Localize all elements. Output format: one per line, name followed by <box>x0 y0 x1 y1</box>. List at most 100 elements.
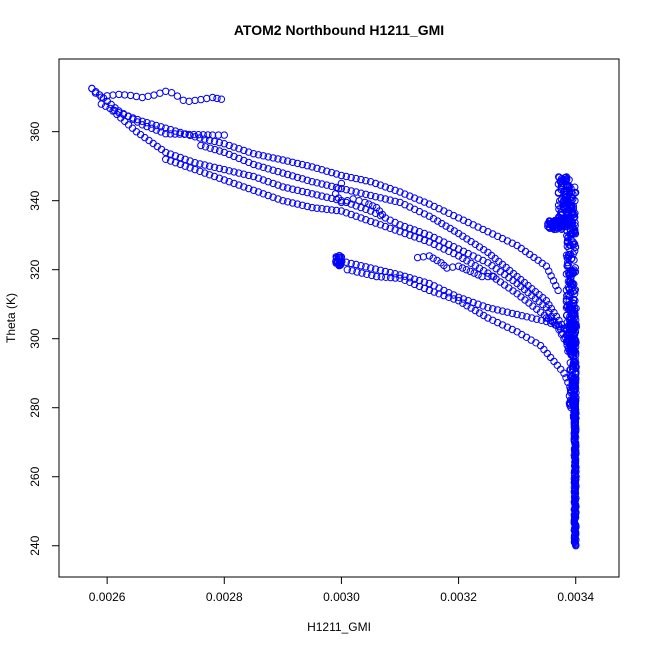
data-point <box>362 190 370 199</box>
data-point <box>391 226 399 234</box>
data-point <box>249 160 258 169</box>
data-point <box>430 240 438 249</box>
data-point <box>208 93 217 102</box>
data-point <box>191 159 199 167</box>
data-point <box>358 269 366 277</box>
data-point <box>570 474 578 483</box>
data-point <box>132 92 141 101</box>
data-point <box>215 147 224 155</box>
data-point <box>365 200 373 208</box>
data-point <box>259 176 267 184</box>
data-point <box>552 312 561 321</box>
data-point <box>566 278 574 286</box>
data-point <box>368 271 376 280</box>
data-point <box>298 160 307 169</box>
data-point <box>568 322 576 331</box>
data-point <box>454 262 463 270</box>
data-point <box>347 173 355 182</box>
data-point <box>471 306 479 315</box>
data-point <box>454 252 463 260</box>
data-point <box>343 266 351 274</box>
data-point <box>420 236 429 245</box>
data-point <box>298 175 307 183</box>
data-point <box>484 228 492 236</box>
data-point <box>571 422 580 430</box>
data-point <box>415 228 424 236</box>
data-point <box>406 278 414 286</box>
data-point <box>166 125 175 134</box>
data-point <box>566 226 575 235</box>
data-point <box>440 291 448 300</box>
data-point <box>220 165 229 174</box>
data-point <box>429 215 438 223</box>
data-point <box>542 317 551 326</box>
data-point <box>313 164 321 173</box>
data-point <box>230 179 238 188</box>
data-point <box>162 124 170 132</box>
data-point <box>148 120 156 128</box>
data-point <box>213 94 221 103</box>
data-point <box>205 162 214 170</box>
data-point <box>562 295 571 304</box>
data-point <box>381 222 390 231</box>
data-point <box>259 190 267 198</box>
data-point <box>102 102 110 110</box>
data-point <box>225 167 233 175</box>
data-point <box>274 167 282 176</box>
data-point <box>240 146 248 155</box>
data-point <box>196 167 204 176</box>
data-point <box>254 174 263 182</box>
data-point <box>288 158 297 167</box>
data-point <box>240 183 248 191</box>
data-point <box>391 197 399 206</box>
data-point <box>466 267 474 276</box>
data-point <box>245 184 253 193</box>
data-point <box>542 314 551 322</box>
data-point <box>377 273 385 281</box>
data-point <box>230 152 238 161</box>
data-point <box>191 133 199 141</box>
data-point <box>176 128 185 137</box>
data-point <box>433 256 441 265</box>
data-point <box>308 203 316 212</box>
y-tick-label: 360 <box>28 121 42 141</box>
data-point <box>467 259 475 267</box>
data-point <box>225 141 233 150</box>
data-point <box>459 247 468 256</box>
data-point <box>490 272 498 281</box>
data-point <box>565 325 574 333</box>
data-point <box>162 148 170 157</box>
data-point <box>318 180 326 188</box>
data-point <box>569 202 577 210</box>
data-point <box>347 187 355 195</box>
data-point <box>342 209 350 217</box>
data-point <box>381 195 390 203</box>
data-point <box>279 183 287 191</box>
data-point <box>484 272 492 281</box>
data-point <box>124 121 133 129</box>
data-point <box>249 186 258 195</box>
data-point <box>235 181 243 189</box>
data-point <box>361 198 369 207</box>
data-point <box>342 198 350 207</box>
data-point <box>376 181 385 189</box>
data-point <box>352 260 360 269</box>
data-point <box>391 186 399 195</box>
data-point <box>450 227 459 235</box>
data-point <box>313 204 321 212</box>
data-point <box>566 315 575 323</box>
data-point <box>220 131 229 139</box>
data-point <box>269 179 277 188</box>
data-point <box>438 219 446 228</box>
data-point <box>362 177 370 185</box>
data-point <box>566 366 574 374</box>
data-point <box>542 297 551 305</box>
data-point <box>201 135 209 143</box>
data-point <box>386 224 394 233</box>
data-point <box>564 261 572 269</box>
data-point <box>215 138 224 147</box>
y-axis-label: Theta (K) <box>4 293 18 343</box>
data-point <box>493 306 502 314</box>
data-point <box>206 144 214 152</box>
data-point <box>570 429 578 437</box>
